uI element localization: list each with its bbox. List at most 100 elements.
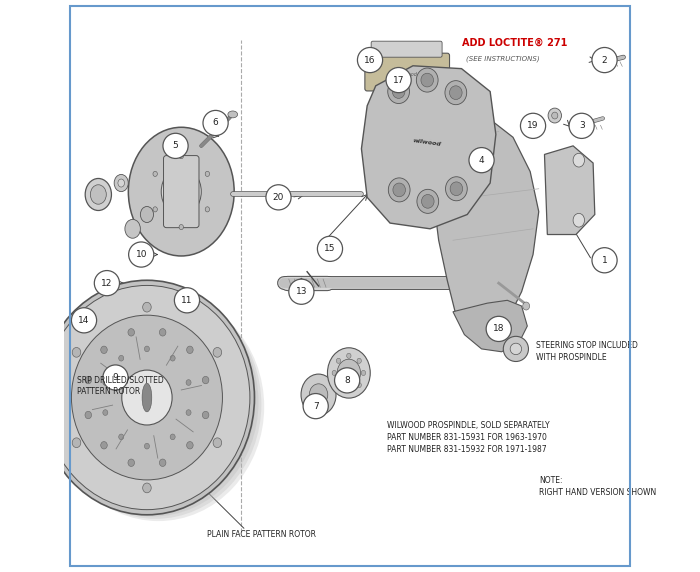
Text: 16: 16 [364, 55, 376, 65]
Text: 17: 17 [393, 76, 405, 85]
Text: STEERING STOP INCLUDED
WITH PROSPINDLE: STEERING STOP INCLUDED WITH PROSPINDLE [536, 341, 638, 362]
Text: 14: 14 [78, 316, 90, 325]
Ellipse shape [103, 380, 108, 386]
Circle shape [358, 47, 383, 73]
Ellipse shape [450, 182, 463, 196]
Ellipse shape [153, 206, 158, 212]
Ellipse shape [119, 434, 124, 440]
Ellipse shape [85, 411, 92, 419]
Ellipse shape [143, 483, 151, 493]
Ellipse shape [523, 302, 530, 310]
Text: PLAIN FACE PATTERN ROTOR: PLAIN FACE PATTERN ROTOR [206, 530, 316, 539]
Circle shape [266, 185, 291, 210]
Ellipse shape [90, 185, 106, 204]
FancyBboxPatch shape [371, 41, 442, 57]
Ellipse shape [421, 73, 433, 87]
Circle shape [317, 236, 342, 261]
Ellipse shape [392, 85, 405, 98]
Ellipse shape [187, 346, 193, 353]
Ellipse shape [160, 329, 166, 336]
Ellipse shape [170, 355, 175, 361]
Ellipse shape [72, 347, 80, 357]
Ellipse shape [205, 206, 209, 212]
Ellipse shape [205, 172, 209, 176]
Ellipse shape [187, 442, 193, 449]
Ellipse shape [41, 283, 253, 512]
Ellipse shape [337, 359, 360, 387]
Ellipse shape [72, 438, 80, 447]
Text: SRP DRILLED/SLOTTED
PATTERN ROTOR: SRP DRILLED/SLOTTED PATTERN ROTOR [76, 376, 163, 396]
Text: 4: 4 [479, 156, 484, 165]
Ellipse shape [50, 290, 261, 519]
Ellipse shape [47, 288, 258, 517]
Circle shape [521, 113, 545, 138]
Ellipse shape [357, 358, 361, 363]
Ellipse shape [357, 383, 361, 388]
Ellipse shape [160, 459, 166, 466]
Text: ADD LOCTITE® 271: ADD LOCTITE® 271 [461, 38, 567, 48]
Polygon shape [361, 66, 496, 229]
Ellipse shape [128, 459, 134, 466]
Ellipse shape [179, 224, 183, 230]
Ellipse shape [337, 383, 341, 388]
Ellipse shape [114, 174, 128, 192]
Circle shape [510, 343, 522, 355]
Ellipse shape [71, 315, 223, 480]
Ellipse shape [301, 374, 336, 415]
Ellipse shape [388, 80, 409, 104]
Ellipse shape [153, 172, 158, 176]
Ellipse shape [103, 410, 108, 415]
Ellipse shape [445, 81, 467, 105]
Ellipse shape [44, 285, 256, 514]
Ellipse shape [101, 346, 107, 353]
Polygon shape [453, 300, 527, 352]
Ellipse shape [309, 384, 328, 406]
Text: 5: 5 [173, 141, 178, 150]
Ellipse shape [170, 434, 175, 440]
Circle shape [303, 394, 328, 419]
Ellipse shape [119, 355, 124, 361]
Circle shape [469, 148, 494, 173]
Text: 2: 2 [602, 55, 608, 65]
Text: 1: 1 [602, 256, 608, 265]
Ellipse shape [144, 443, 150, 449]
Ellipse shape [44, 285, 250, 510]
Ellipse shape [332, 371, 337, 376]
Ellipse shape [128, 329, 134, 336]
Ellipse shape [122, 370, 172, 425]
Ellipse shape [144, 346, 150, 352]
Ellipse shape [142, 383, 152, 412]
Circle shape [163, 133, 188, 158]
Ellipse shape [202, 376, 209, 384]
Circle shape [174, 288, 200, 313]
Ellipse shape [125, 219, 141, 238]
Circle shape [486, 316, 511, 341]
Text: wilwood: wilwood [412, 138, 442, 148]
Ellipse shape [202, 411, 209, 419]
Circle shape [103, 365, 128, 390]
Circle shape [71, 308, 97, 333]
Ellipse shape [346, 388, 351, 393]
Text: 7: 7 [313, 402, 319, 411]
FancyBboxPatch shape [365, 53, 449, 91]
Text: 13: 13 [295, 287, 307, 296]
Text: 10: 10 [136, 250, 147, 259]
Ellipse shape [573, 153, 584, 167]
Ellipse shape [118, 179, 125, 187]
Ellipse shape [228, 111, 237, 118]
Circle shape [592, 248, 617, 273]
Ellipse shape [548, 108, 561, 123]
Ellipse shape [85, 376, 92, 384]
Ellipse shape [328, 348, 370, 398]
Ellipse shape [361, 371, 365, 376]
Ellipse shape [417, 189, 439, 213]
Ellipse shape [39, 280, 255, 515]
Text: 9: 9 [113, 373, 118, 382]
Ellipse shape [573, 213, 584, 227]
Circle shape [503, 336, 528, 362]
Ellipse shape [143, 302, 151, 312]
Text: 3: 3 [579, 121, 584, 130]
Text: WILWOOD PROSPINDLE, SOLD SEPARATELY
PART NUMBER 831-15931 FOR 1963-1970
PART NUM: WILWOOD PROSPINDLE, SOLD SEPARATELY PART… [387, 422, 550, 454]
Text: 8: 8 [344, 376, 350, 385]
Circle shape [94, 271, 120, 296]
